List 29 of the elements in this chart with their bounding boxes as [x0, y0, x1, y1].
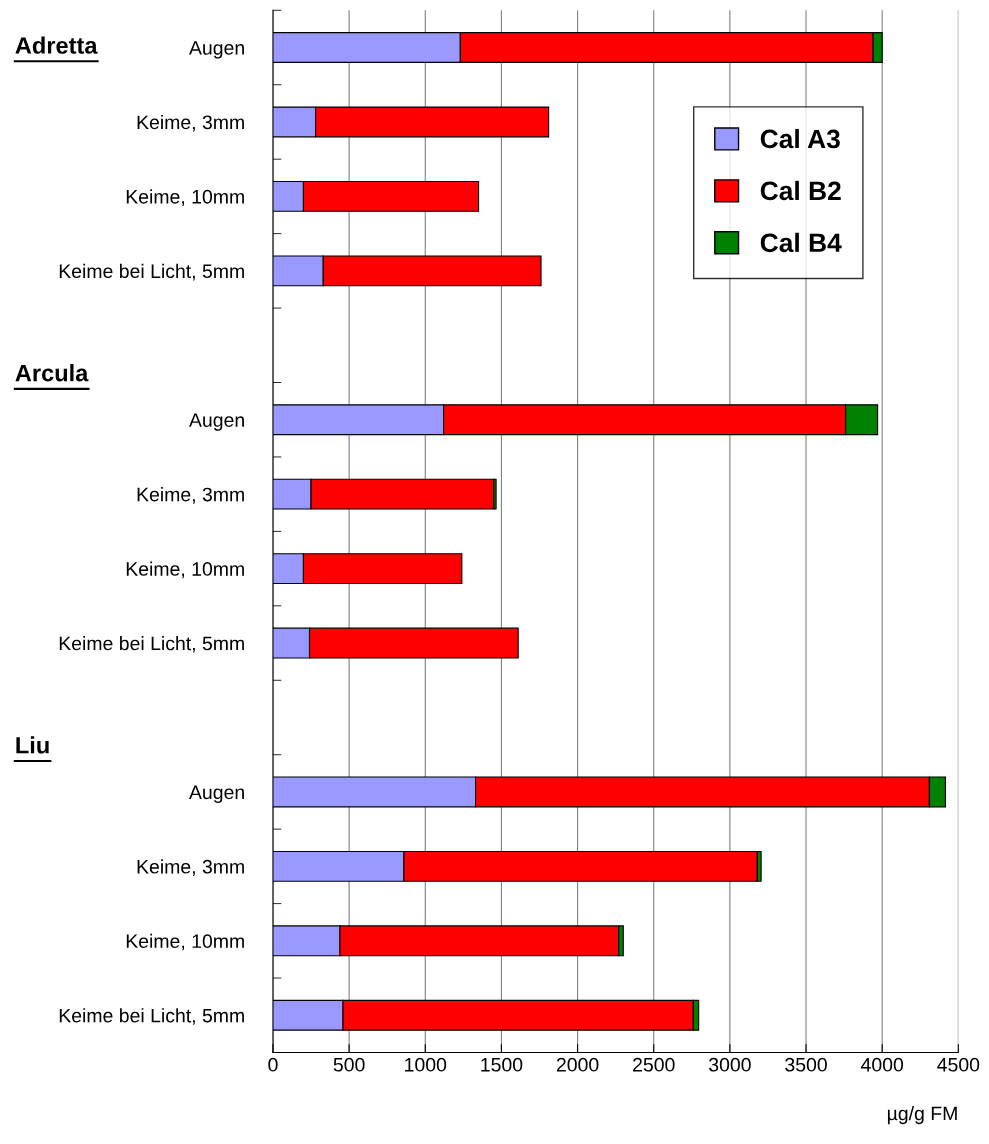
legend-label: Cal B2 — [760, 180, 841, 201]
x-tick-label: 500 — [333, 1057, 365, 1072]
x-tick-label: 3000 — [709, 1057, 751, 1072]
y-tick-label: Keime, 10mm — [126, 561, 244, 579]
x-tick-label: 2000 — [556, 1057, 599, 1072]
legend-label: Cal B4 — [760, 232, 842, 253]
x-tick-label: 0 — [268, 1057, 278, 1072]
x-axis-title: µg/g FM — [887, 1106, 957, 1125]
y-tick-label: Augen — [189, 41, 244, 59]
y-tick-label: Augen — [189, 785, 244, 804]
text: Liu — [16, 736, 49, 754]
x-tick-label: 1000 — [405, 1057, 447, 1072]
y-tick-label: Keime bei Licht, 5mm — [59, 263, 244, 281]
x-tick-label: 4500 — [937, 1057, 980, 1072]
text: Adretta — [15, 36, 98, 54]
y-tick-label: Keime bei Licht, 5mm — [59, 1008, 244, 1025]
y-tick-label: Keime, 3mm — [137, 859, 244, 876]
text: Arcula — [15, 364, 89, 382]
x-tick-label: 4000 — [861, 1057, 904, 1072]
y-tick-label: Augen — [189, 413, 244, 431]
y-tick-label: Keime, 3mm — [137, 114, 244, 132]
x-tick-label: 1500 — [481, 1057, 523, 1072]
y-tick-label: Keime, 3mm — [137, 487, 244, 504]
x-tick-label: 2500 — [633, 1057, 675, 1072]
y-tick-label: Keime, 10mm — [126, 933, 244, 951]
x-tick-label: 3500 — [785, 1057, 827, 1072]
legend-label: Cal A3 — [760, 128, 840, 149]
y-tick-label: Keime, 10mm — [126, 189, 244, 206]
y-tick-label: Keime bei Licht, 5mm — [59, 636, 244, 653]
